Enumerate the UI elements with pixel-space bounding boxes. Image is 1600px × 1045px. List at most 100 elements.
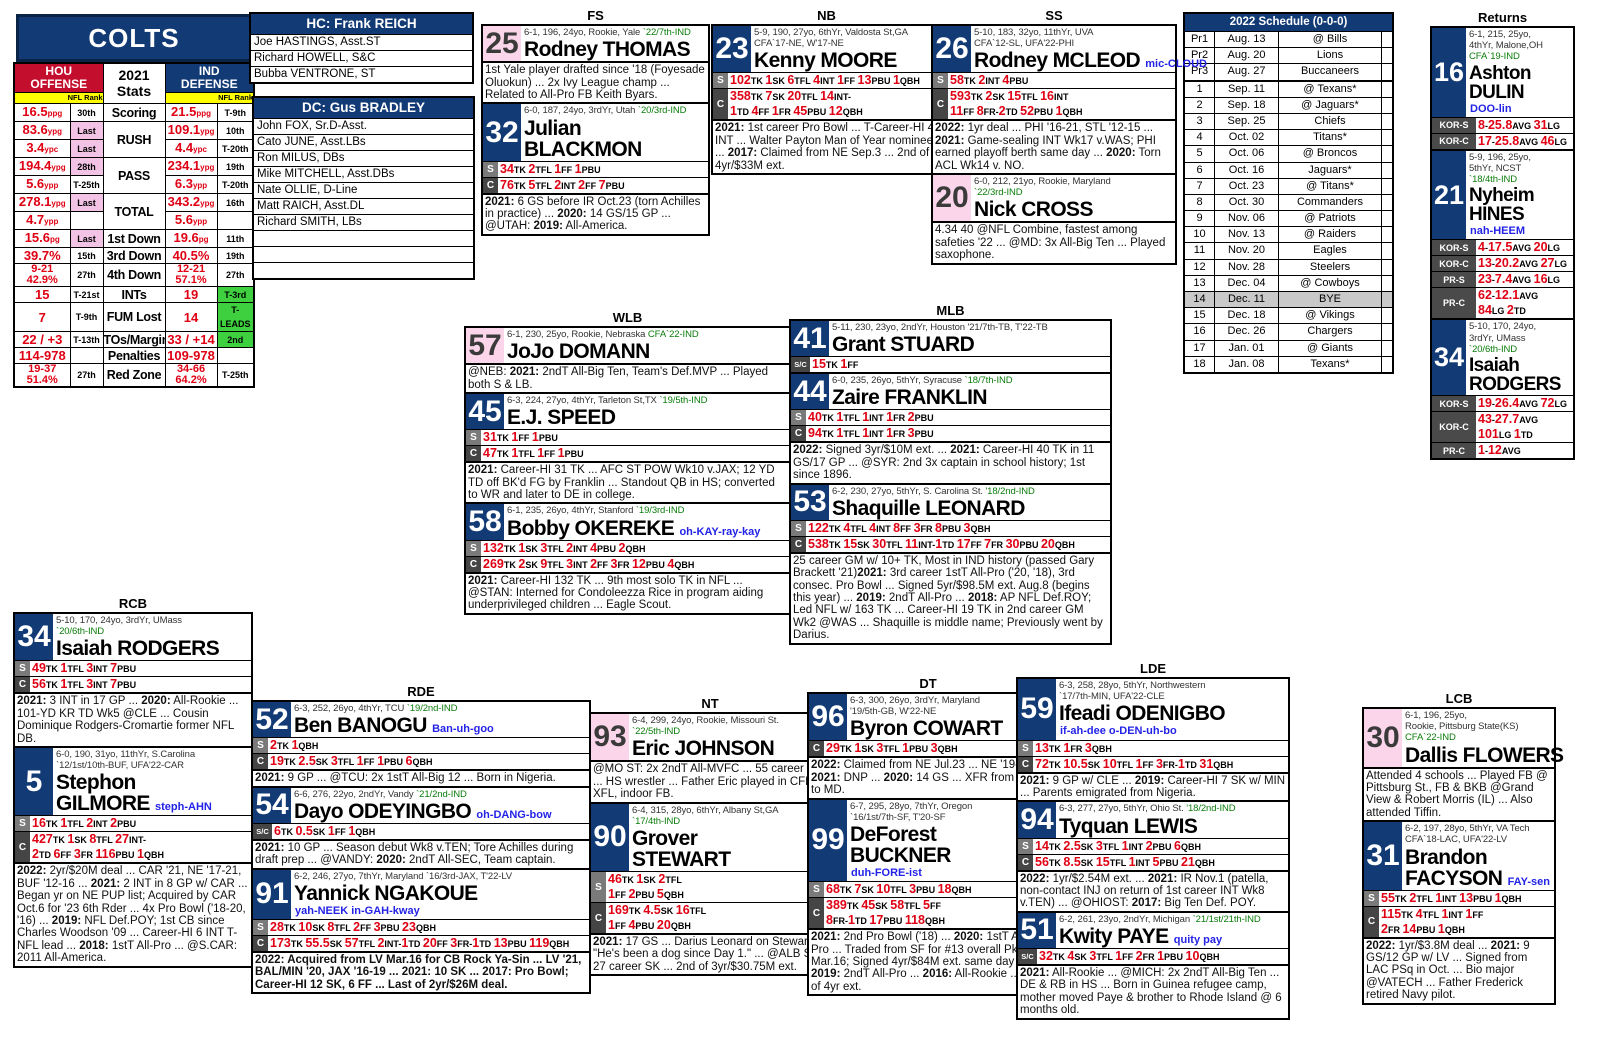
stat-scope-label: C [809,741,824,757]
pronunciation: mic-CLOUD [1145,58,1208,71]
stat-row: C 94TK 1TFL 1INT 1FR 3PBU [791,425,1110,442]
stat-row: S 132TK 1SK 3TFL 2INT 4PBU 2QBH [466,539,789,556]
jersey-number: 53 [791,484,829,520]
player-name: Nick CROSS [974,198,1093,222]
stat-scope-label: S [253,919,268,935]
pronunciation: oh-KAY-ray-kay [679,525,761,538]
spacer-cell [1381,324,1392,340]
card-head: 34 5-10, 170, 24yo, 3rdYr, UMass `20/6th-I… [15,614,251,661]
opponent: BYE [1318,293,1341,305]
card-head: 45 6-3, 224, 27yo, 4thYr, Tarleton St,TX … [466,394,789,430]
stat-category: FUM Lost [102,302,166,332]
jersey-number: 5 [15,748,53,816]
stats-row: 15 T-21st INTs 19 T-3rd [13,286,255,303]
player-name: Ifeadi ODENIGBO [1059,702,1226,726]
player-name: Kwity PAYE quity pay [1059,924,1223,948]
stat-line: 593TK 2SK 15TFL 16INT 11FF 8FR-2TD 52PBU … [950,89,1083,119]
stat-scope-label: PR-C [1432,443,1476,459]
schedule-row: 17 Jan. 01 @ Giants [1185,340,1392,357]
player-name: E.J. SPEED [507,406,616,430]
hou-value: 83.6ypg [13,121,71,140]
ind-rank: T-25th [216,363,255,388]
spacer-cell [1381,130,1392,146]
jersey-number: 54 [253,787,291,823]
ind-rank: 19th [216,157,255,176]
jersey-number: 99 [809,799,847,882]
schedule-row: 11 Nov. 20 Eagles [1185,243,1392,260]
depth-group-rde: RDE 52 6-3, 252, 26yo, 4thYr, TCU `19/2nd-… [251,684,591,995]
stats-row: 9-21 42.9% 27th 4th Down 12-21 57.1% 27th [13,263,255,287]
jersey-number: 91 [253,869,291,919]
game-date: Nov. 13 [1215,227,1279,243]
position-label: LCB [1445,691,1473,706]
hou-rank: T-9th [69,302,104,332]
player-name: Bobby OKEREKE oh-KAY-ray-kay [507,516,761,540]
jersey-number: 34 [1432,320,1466,396]
depth-group-fs: FS 25 6-1, 196, 24yo, Rookie, Yale `22/7th… [481,8,710,236]
opponent: @ Texans* [1303,82,1357,95]
stat-line: 1-12AVG [1478,443,1521,458]
stat-category: 3rd Down [102,247,166,264]
schedule-row: 1 Sep. 11 @ Texans* [1185,80,1392,98]
stat-scope-label: C [791,426,806,442]
game-date: Nov. 28 [1215,259,1279,275]
ind-defense-header: IND DEFENSE [164,62,255,93]
stat-row: C 358TK 7SK 20TFL 14INT- 1TD 4FF 1FR 45PBU… [713,88,940,120]
card-head: 34 5-10, 170, 24yo, 3rdYr, UMass `20/6th-IN… [1432,320,1573,396]
card-head: 16 6-1, 215, 25yo, 4thYr, Malone,OH CFA`19-… [1432,28,1573,117]
stat-scope-label: S [791,520,806,536]
schedule-row: 2 Sep. 18 @ Jaguars* [1185,97,1392,114]
stat-row: S 28TK 10SK 8TFL 2FF 3PBU 23QBH [253,918,589,935]
stat-line: 16TK 1TFL 2INT 2PBU [32,816,137,831]
player-card: 44 6-0, 235, 26yo, 5thYr, Syracuse `18/7t… [789,372,1112,485]
player-card: 93 6-4, 299, 24yo, Rookie, Missouri St. `2… [589,712,831,804]
stat-row: KOR-C 17-25.8AVG 46LG [1432,132,1573,149]
stat-category: 4th Down [102,263,166,287]
depth-group-dt: DT 96 6-3, 300, 26yo, 3rdYr, Maryland '19/5… [807,676,1049,997]
jersey-number: 31 [1364,822,1402,890]
position-label: MLB [936,303,965,318]
ind-value: 6.3ypp [164,175,218,194]
hou-value: 4.7ypp [13,211,71,230]
jersey-number: 58 [466,504,504,540]
game-date: Oct. 02 [1215,130,1279,146]
stat-line: 19-26.4AVG 72LG [1478,396,1567,411]
player-bio: 6-1, 196, 24yo, Rookie, Yale `22/7th-IND [524,27,691,38]
week-number: 6 [1185,162,1215,178]
staff-row: Joe HASTINGS, Asst.ST [251,34,472,50]
pronunciation: oh-DANG-bow [476,808,552,821]
nfl-rank-label: NFL Rank [13,92,104,104]
opponent: Eagles [1313,244,1347,257]
game-date: Dec. 04 [1215,275,1279,291]
player-bio: 6-0, 190, 31yo, 11thYr, S.Carolina `12/1s… [56,749,196,772]
stat-row: S 31TK 1FF 1PBU [466,429,789,446]
stat-line: 13TK 1FR 3QBH [1035,740,1112,755]
stat-scope-label: S [713,73,728,89]
stat-line: 29TK 1SK 3TFL 1PBU 3QBH [826,741,958,756]
player-notes: 2022: 2yr/$20M deal ... CAR '21, NE '17-… [15,862,251,965]
hou-rank: T-21st [69,286,104,303]
stat-category: RUSH [102,121,166,158]
week-number: 13 [1185,275,1215,291]
spacer-cell [1381,211,1392,227]
jersey-number: 59 [1018,679,1056,740]
hou-value: 7 [13,302,71,332]
ind-rank: 2nd [216,331,255,348]
player-card: 21 5-9, 196, 25yo, 5thYr, NCST `18/4th-IND N… [1430,148,1575,321]
stat-row: S/C 6TK 0.5SK 1FF 1QBH [253,822,589,839]
stat-scope-label: KOR-S [1432,396,1476,412]
stats-row: 15.6pg Last 1st Down 19.6pg 11th [13,229,255,248]
spacer-cell [1381,259,1392,275]
player-name: Ben BANOGU Ban-uh-goo [294,714,494,738]
player-card: 91 6-2, 246, 27yo, 7thYr, Maryland `16/3r… [251,867,591,995]
week-number: Pr2 [1185,48,1215,64]
player-name: Isaiah RODGERS [1469,355,1561,396]
stat-line: 122TK 4TFL 4INT 8FF 3FR 8PBU 3QBH [808,520,991,535]
pronunciation: DOO-lin [1470,102,1512,115]
hou-value: 278.1ypg [13,193,71,212]
hou-rank: Last [69,139,104,158]
stat-row: KOR-S 4-17.5AVG 20LG [1432,239,1573,256]
player-bio: 6-1, 215, 25yo, 4thYr, Malone,OH CFA`19-IN… [1469,29,1543,63]
stat-row: KOR-C 43-27.7AVG 101LG 1TD [1432,411,1573,443]
stat-scope-label: S [466,430,481,446]
